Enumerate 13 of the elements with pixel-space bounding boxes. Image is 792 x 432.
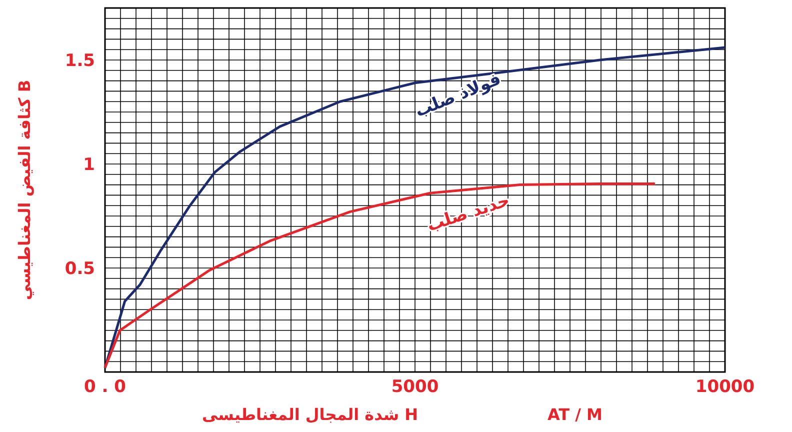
y-tick-label: 0.5 <box>64 259 95 279</box>
text: AT / M <box>548 405 602 424</box>
text: حديد صلب <box>424 190 512 236</box>
x-tick-label: 0 . 0 <box>84 377 126 397</box>
line-series <box>104 46 726 370</box>
y-tick-label: 1 <box>83 155 95 175</box>
y-axis-title: كثافة الفيض المغناطيسي B <box>15 80 34 300</box>
line-series <box>104 182 656 370</box>
text: فولاذ صلب <box>412 69 504 122</box>
x-tick-label: 5000 <box>391 377 439 397</box>
x-tick-label: 10000 <box>695 377 755 397</box>
x-axis-title: شدة المجال المغناطيسى H <box>202 405 418 424</box>
y-tick-label: 1.5 <box>64 51 95 71</box>
